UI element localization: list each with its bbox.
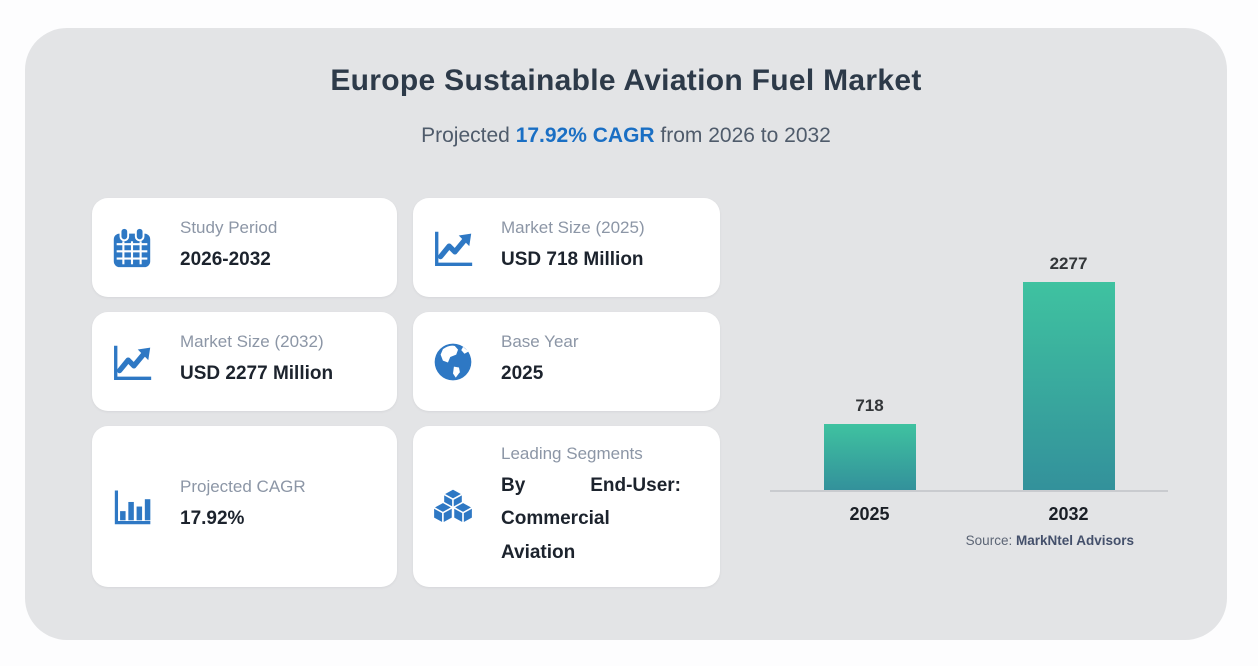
card-value: 2025 bbox=[501, 363, 544, 385]
card-study-period: Study Period 2026-2032 bbox=[92, 198, 397, 297]
card-base-year: Base Year 2025 bbox=[413, 312, 720, 411]
card-texts: Market Size (2032) USD 2277 Million bbox=[180, 332, 383, 390]
card-market-size-2025: Market Size (2025) USD 718 Million bbox=[413, 198, 720, 297]
chart-plot-area: 718 2277 bbox=[770, 252, 1168, 492]
cubes-icon bbox=[427, 484, 479, 530]
card-texts: Study Period 2026-2032 bbox=[180, 218, 383, 276]
x-axis-label-2032: 2032 bbox=[1048, 504, 1089, 524]
bar-chart-icon bbox=[106, 485, 158, 529]
source-prefix: Source: bbox=[965, 533, 1016, 548]
stat-cards-grid: Study Period 2026-2032 Market Size (2025… bbox=[92, 198, 720, 587]
bar-chart: 718 2277 2025 2032 Source: MarkNtel Advi… bbox=[770, 198, 1168, 587]
card-label: Study Period bbox=[180, 218, 278, 238]
trend-chart-icon bbox=[106, 339, 158, 385]
bar-2032 bbox=[1022, 282, 1115, 490]
card-texts: Projected CAGR 17.92% bbox=[180, 477, 383, 535]
card-market-size-2032: Market Size (2032) USD 2277 Million bbox=[92, 312, 397, 411]
trend-chart-icon bbox=[427, 225, 479, 271]
subtitle: Projected 17.92% CAGR from 2026 to 2032 bbox=[25, 124, 1227, 148]
card-value: By End-User: Commercial Aviation bbox=[501, 475, 681, 563]
x-axis-label-2025: 2025 bbox=[849, 504, 890, 524]
card-value: USD 718 Million bbox=[501, 249, 644, 271]
card-value: 2026-2032 bbox=[180, 249, 271, 271]
card-texts: Leading Segments By End-User: Commercial… bbox=[501, 444, 706, 569]
page-title: Europe Sustainable Aviation Fuel Market bbox=[330, 64, 922, 97]
card-value: USD 2277 Million bbox=[180, 363, 334, 385]
source-name: MarkNtel Advisors bbox=[1015, 533, 1134, 548]
card-texts: Base Year 2025 bbox=[501, 332, 706, 390]
card-label: Leading Segments bbox=[501, 444, 643, 464]
bar-group-2025: 718 bbox=[823, 396, 916, 490]
card-texts: Market Size (2025) USD 718 Million bbox=[501, 218, 706, 276]
infographic-panel: Europe Sustainable Aviation Fuel Market … bbox=[25, 28, 1227, 640]
card-projected-cagr: Projected CAGR 17.92% bbox=[92, 426, 397, 587]
card-label: Market Size (2032) bbox=[180, 332, 324, 352]
chart-source: Source: MarkNtel Advisors bbox=[770, 533, 1168, 548]
card-label: Market Size (2025) bbox=[501, 218, 645, 238]
bar-2025 bbox=[823, 424, 916, 490]
chart-x-axis-labels: 2025 2032 bbox=[770, 492, 1168, 525]
bar-value-label-2032: 2277 bbox=[1049, 254, 1088, 273]
bar-value-label-2025: 718 bbox=[855, 396, 884, 415]
subtitle-suffix: from 2026 to 2032 bbox=[654, 124, 831, 147]
card-leading-segments: Leading Segments By End-User: Commercial… bbox=[413, 426, 720, 587]
card-value: 17.92% bbox=[180, 508, 245, 530]
card-label: Base Year bbox=[501, 332, 579, 352]
subtitle-prefix: Projected bbox=[421, 124, 516, 147]
subtitle-cagr-accent: 17.92% CAGR bbox=[515, 124, 655, 147]
calendar-icon bbox=[106, 225, 158, 271]
content-area: Study Period 2026-2032 Market Size (2025… bbox=[92, 198, 1227, 587]
card-label: Projected CAGR bbox=[180, 477, 306, 497]
bar-group-2032: 2277 bbox=[1022, 254, 1115, 490]
globe-icon bbox=[427, 340, 479, 384]
